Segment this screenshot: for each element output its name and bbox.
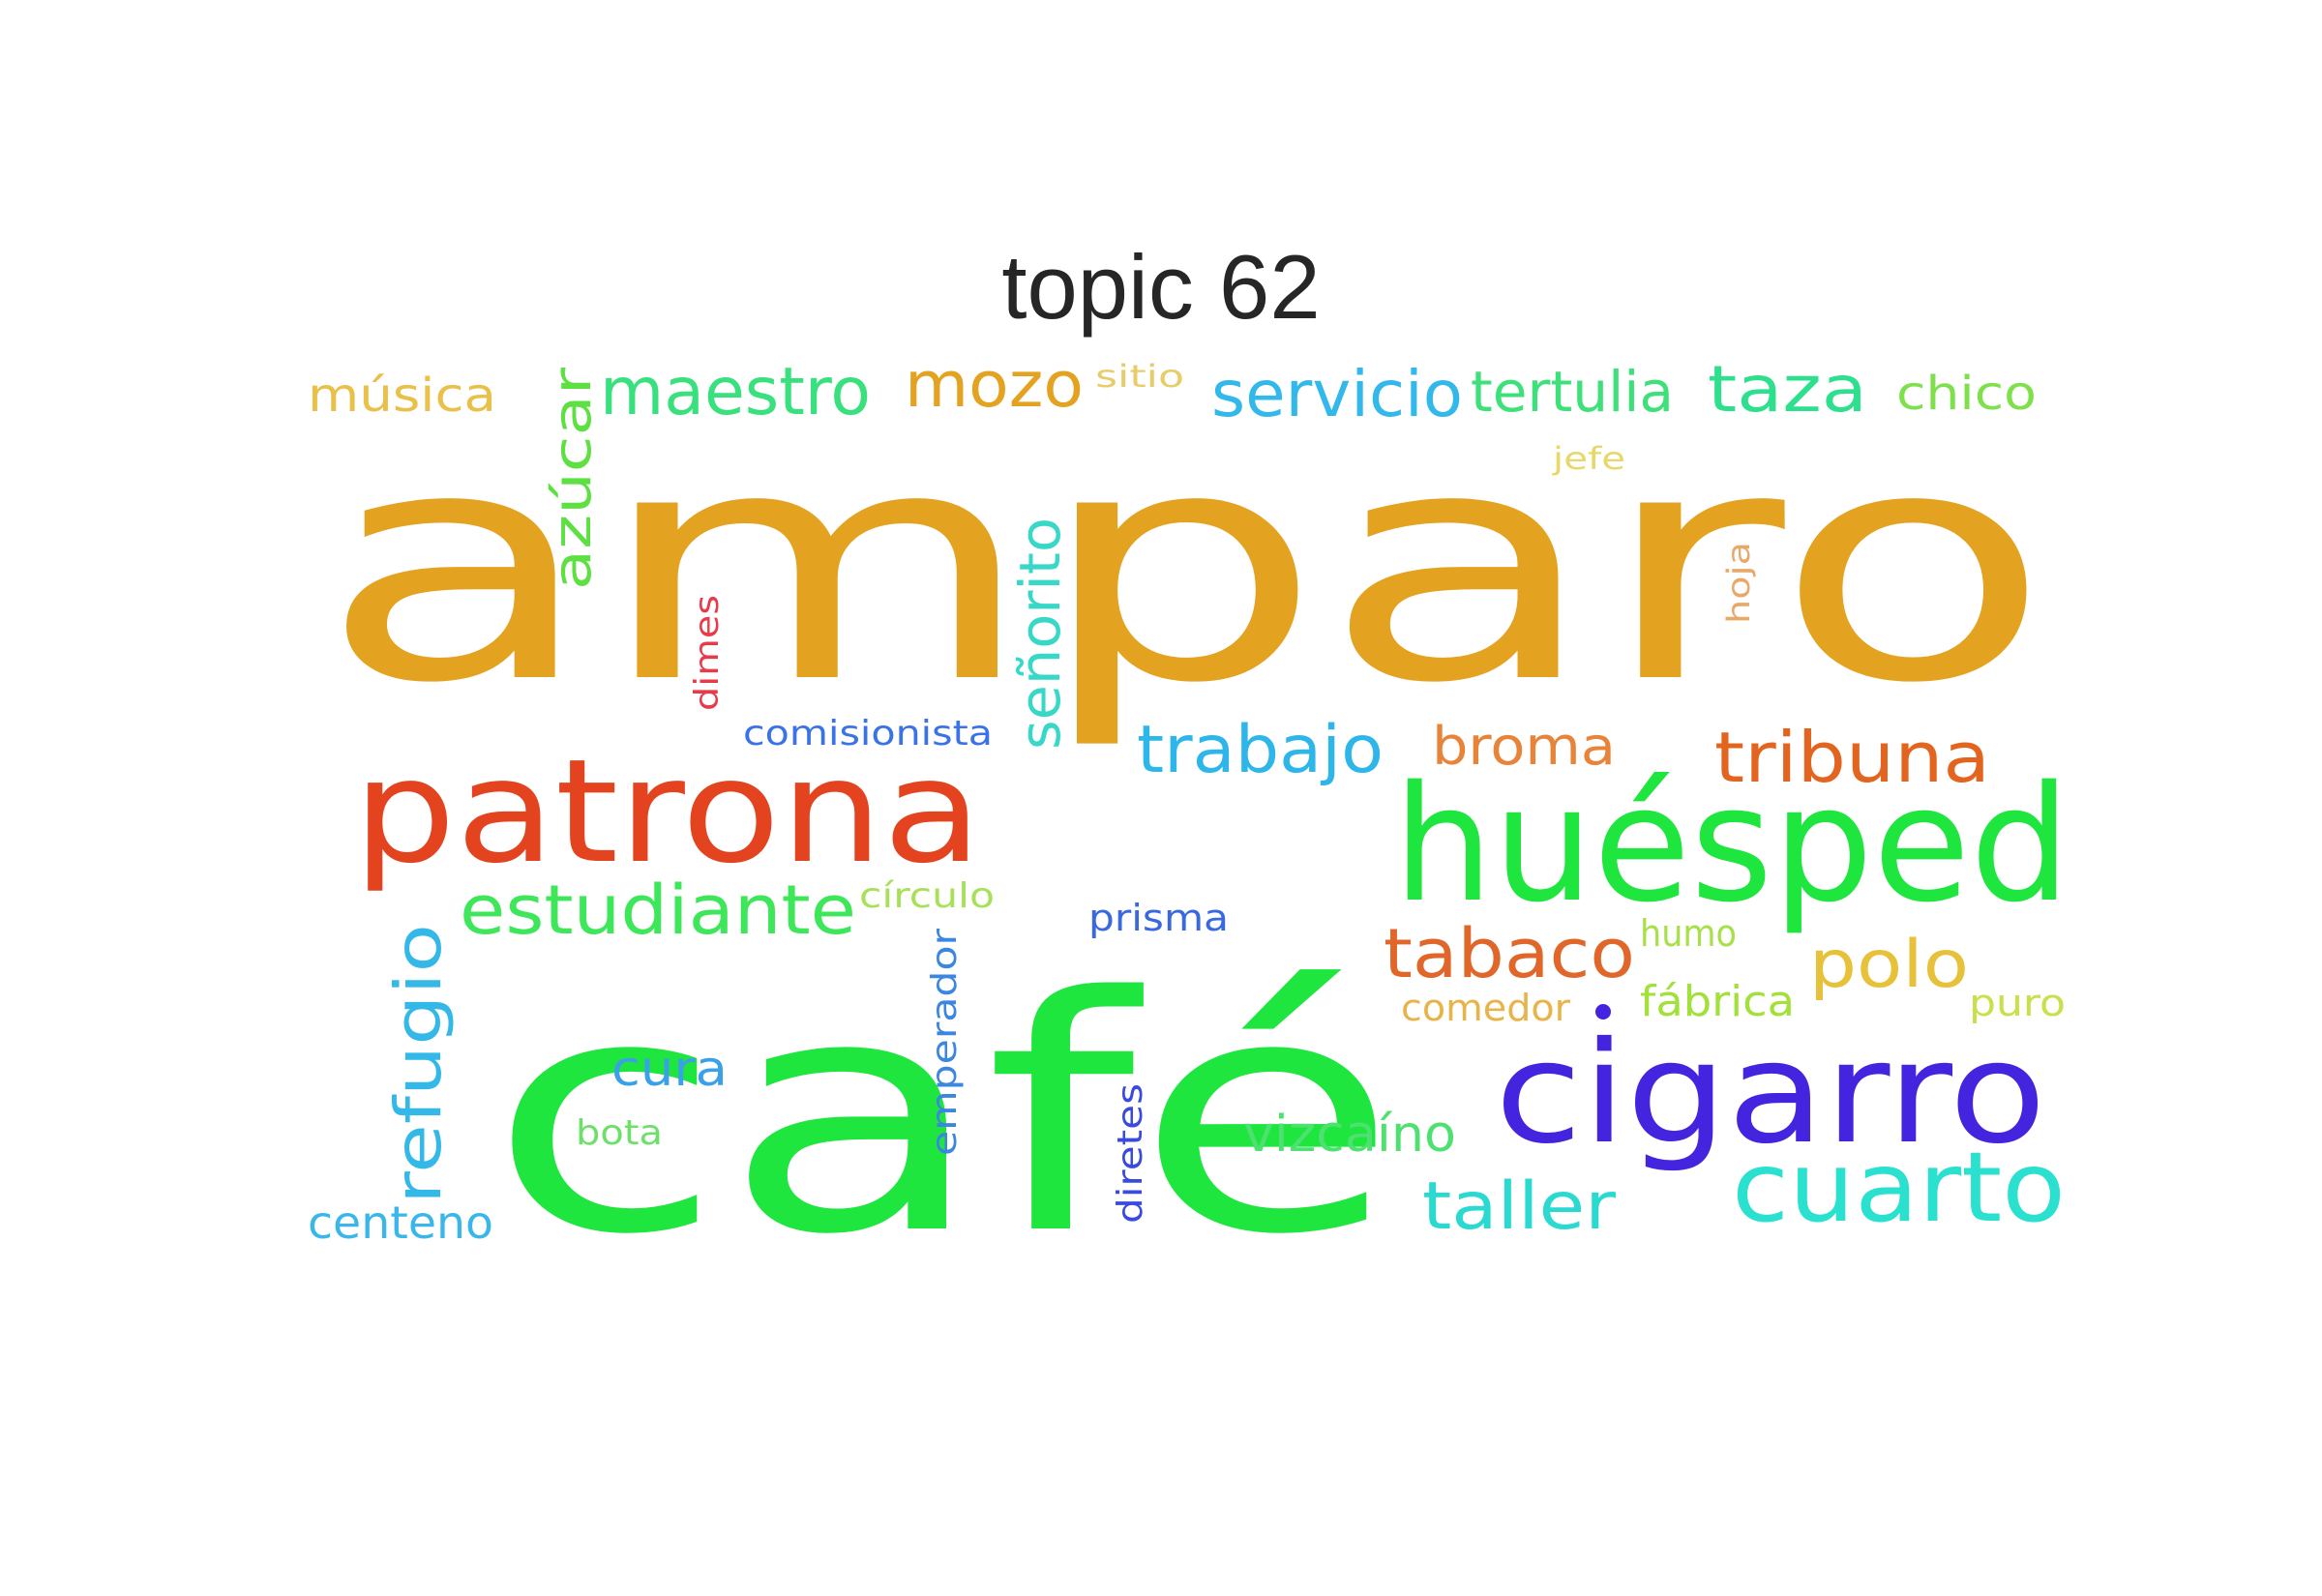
word-11: tabaco [1384,914,1635,993]
word-23: cura [611,1041,728,1097]
word-4: huésped [1393,752,2070,937]
word-32: fábrica [1640,977,1795,1026]
word-34: comedor [1401,987,1570,1029]
word-20: azúcar [542,367,603,590]
word-29: emperador [925,929,965,1156]
word-7: tribuna [1714,717,1990,798]
word-25: chico [1896,367,2037,421]
word-39: jefe [1552,440,1625,477]
word-26: música [308,369,496,423]
word-10: polo [1809,927,1969,1003]
word-9: trabajo [1137,712,1384,788]
word-12: refugio [381,924,456,1204]
dot-mark [1595,1004,1611,1020]
word-13: taller [1422,1168,1616,1245]
word-2: café [489,929,1398,1306]
word-6: cuarto [1732,1131,2066,1244]
word-22: vizcaíno [1243,1106,1456,1164]
word-1: amparo [319,381,2051,753]
word-30: diretes [1111,1083,1150,1224]
word-8: estudiante [460,871,856,950]
word-36: bota [576,1113,663,1153]
word-18: tertulia [1471,359,1674,425]
word-31: dimes [688,595,727,711]
word-24: centeno [308,1197,493,1249]
word-35: círculo [859,876,995,916]
word-19: señorito [1007,517,1073,750]
word-17: taza [1708,352,1867,427]
word-38: hoja [1720,542,1757,624]
word-16: servicio [1211,357,1463,431]
word-33: humo [1640,912,1737,955]
word-15: mozo [905,349,1084,422]
word-37: puro [1969,982,2066,1024]
word-21: broma [1432,716,1616,777]
word-28: prisma [1088,897,1229,939]
word-14: maestro [600,354,871,430]
word-3: patrona [353,728,982,895]
chart-title: topic 62 [1001,236,1321,338]
word-5: cigarro [1495,1012,2046,1175]
word-27: comisionista [743,714,993,754]
word-40: sitio [1095,358,1184,395]
